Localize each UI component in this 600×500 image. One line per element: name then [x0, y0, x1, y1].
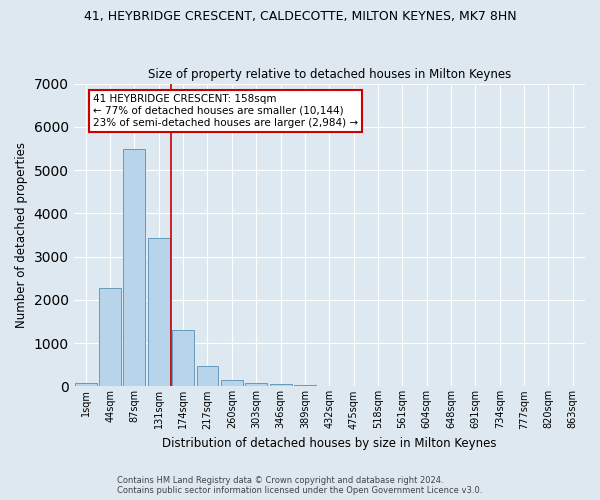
- Bar: [99, 288, 121, 386]
- Bar: [75, 383, 97, 386]
- Bar: [245, 382, 267, 386]
- Text: 41, HEYBRIDGE CRESCENT, CALDECOTTE, MILTON KEYNES, MK7 8HN: 41, HEYBRIDGE CRESCENT, CALDECOTTE, MILT…: [83, 10, 517, 23]
- Bar: [172, 330, 194, 386]
- Bar: [221, 380, 243, 386]
- Title: Size of property relative to detached houses in Milton Keynes: Size of property relative to detached ho…: [148, 68, 511, 81]
- Text: Contains HM Land Registry data © Crown copyright and database right 2024.
Contai: Contains HM Land Registry data © Crown c…: [118, 476, 482, 495]
- Bar: [197, 366, 218, 386]
- Y-axis label: Number of detached properties: Number of detached properties: [15, 142, 28, 328]
- X-axis label: Distribution of detached houses by size in Milton Keynes: Distribution of detached houses by size …: [162, 437, 497, 450]
- Bar: [269, 384, 292, 386]
- Bar: [124, 150, 145, 386]
- Bar: [294, 385, 316, 386]
- Bar: [148, 238, 170, 386]
- Text: 41 HEYBRIDGE CRESCENT: 158sqm
← 77% of detached houses are smaller (10,144)
23% : 41 HEYBRIDGE CRESCENT: 158sqm ← 77% of d…: [93, 94, 358, 128]
